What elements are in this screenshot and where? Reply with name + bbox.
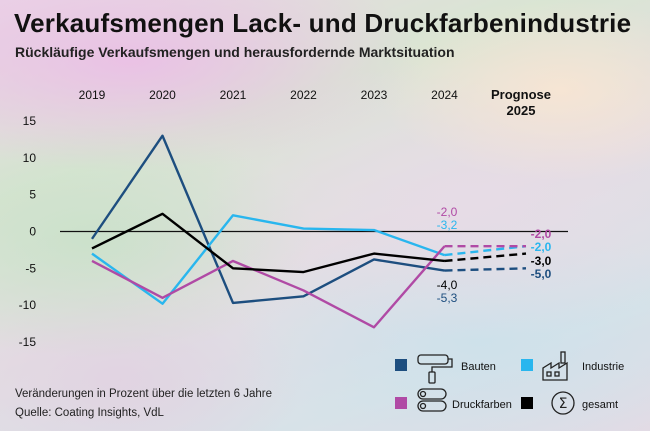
data-label-2024-gesamt: -4,0 [437, 278, 458, 292]
legend-swatch-industrie [521, 359, 533, 371]
forecast-line-bauten [444, 267, 527, 272]
legend-label-industrie: Industrie [582, 361, 624, 373]
sigma-icon: Σ [551, 391, 575, 415]
x-tick-label-2022: 2022 [290, 88, 317, 102]
legend-label-bauten: Bauten [461, 361, 496, 373]
legend-swatch-druckfarben [395, 397, 407, 409]
y-tick-label: -10 [19, 298, 37, 312]
legend-label-gesamt: gesamt [582, 399, 618, 411]
legend-label-druckfarben: Druckfarben [452, 399, 512, 411]
legend: Bauten Industrie Druckfarben Σ gesamt [395, 351, 624, 415]
data-label-2025-industrie: -2,0 [531, 240, 552, 254]
forecast-line-gesamt [444, 252, 527, 263]
forecast-line-industrie [444, 245, 527, 257]
legend-swatch-bauten [395, 359, 407, 371]
series-line-bauten [91, 134, 445, 305]
series-layer [91, 134, 527, 329]
data-label-2025-gesamt: -3,0 [531, 254, 552, 268]
y-tick-label: -5 [25, 261, 36, 275]
x-tick-label-2021: 2021 [220, 88, 247, 102]
forecast-label-line1: Prognose [491, 87, 551, 102]
source-note: Quelle: Coating Insights, VdL [15, 407, 164, 419]
data-labels: -2,0-3,2-4,0-5,3-2,0-2,0-3,0-5,0 [437, 205, 552, 305]
data-label-2024-industrie: -3,2 [437, 218, 458, 232]
y-axis-ticks: 15 10 5 0 -5 -10 -15 [19, 114, 37, 349]
svg-text:Σ: Σ [559, 396, 568, 412]
data-label-2025-druckfarben: -2,0 [531, 227, 552, 241]
x-tick-label-2020: 2020 [149, 88, 176, 102]
paint-roller-icon [417, 354, 453, 384]
printing-rollers-icon [417, 388, 447, 412]
chart-title: Verkaufsmengen Lack- und Druckfarbenindu… [14, 8, 632, 38]
x-axis-labels: 2019 2020 2021 2022 2023 2024 [79, 88, 459, 102]
chart-subtitle: Rückläufige Verkaufsmengen und herausfor… [15, 44, 455, 60]
series-line-druckfarben [91, 245, 446, 329]
data-label-2024-druckfarben: -2,0 [437, 205, 458, 219]
x-tick-label-2024: 2024 [431, 88, 458, 102]
forecast-header: Prognose 2025 [491, 87, 551, 118]
data-label-2025-bauten: -5,0 [531, 267, 552, 281]
factory-icon [542, 351, 568, 381]
y-tick-label: -15 [19, 335, 37, 349]
legend-swatch-gesamt [521, 397, 533, 409]
footnote: Veränderungen in Prozent über die letzte… [15, 388, 273, 400]
y-tick-label: 5 [29, 188, 36, 202]
y-tick-label: 0 [29, 225, 36, 239]
series-line-industrie [91, 214, 445, 305]
y-tick-label: 15 [23, 114, 37, 128]
data-label-2024-bauten: -5,3 [437, 291, 458, 305]
series-line-gesamt [91, 212, 445, 274]
x-tick-label-2019: 2019 [79, 88, 106, 102]
forecast-label-line2: 2025 [507, 103, 536, 118]
y-tick-label: 10 [23, 151, 37, 165]
x-tick-label-2023: 2023 [361, 88, 388, 102]
